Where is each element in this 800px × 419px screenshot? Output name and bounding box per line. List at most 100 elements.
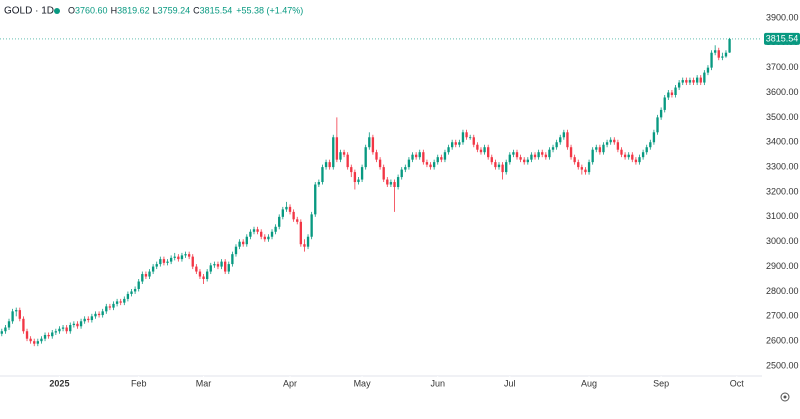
candle-body xyxy=(472,137,475,145)
candle-body xyxy=(33,341,36,344)
candle-body xyxy=(133,288,137,292)
candle-body xyxy=(249,231,252,237)
legend-c-label: C xyxy=(193,5,200,15)
candle-body xyxy=(616,142,620,150)
candle-body xyxy=(299,221,303,245)
candle-body xyxy=(281,209,284,217)
candle-body xyxy=(105,306,108,312)
candle-body xyxy=(303,244,306,247)
y-tick-label: 3500.00 xyxy=(766,112,799,122)
y-tick-label: 3300.00 xyxy=(766,161,799,171)
y-tick-label: 2500.00 xyxy=(766,360,799,370)
candle-body xyxy=(375,152,378,160)
candle-body xyxy=(324,162,328,168)
candle-body xyxy=(523,159,526,163)
candle-body xyxy=(566,132,569,148)
candle-body xyxy=(465,132,468,138)
candle-body xyxy=(613,139,616,143)
candle-body xyxy=(321,167,324,183)
candle-body xyxy=(450,142,454,148)
candle-body xyxy=(357,179,360,183)
x-tick-label: 2025 xyxy=(49,378,69,388)
candle-body xyxy=(79,321,83,327)
candle-body xyxy=(112,303,115,308)
candle-body xyxy=(238,241,241,247)
candle-body xyxy=(25,331,29,339)
candle-body xyxy=(378,159,382,168)
candle-body xyxy=(411,154,414,160)
ohlc-legend: O 3760.60 H 3819.62 L 3759.24 C 3815.54 +55.38 (… xyxy=(68,5,303,15)
y-tick-label: 3000.00 xyxy=(766,236,799,246)
candle-body xyxy=(382,167,385,180)
candle-body xyxy=(386,179,389,185)
candle-body xyxy=(51,332,54,337)
candle-body xyxy=(706,67,710,73)
candle-body xyxy=(396,177,400,188)
settings-icon[interactable] xyxy=(780,392,790,402)
candle-body xyxy=(652,132,656,143)
candle-body xyxy=(494,162,497,168)
legend-change: +55.38 (+1.47%) xyxy=(236,5,303,15)
candle-body xyxy=(184,254,187,256)
candle-body xyxy=(674,87,677,95)
candle-body xyxy=(656,117,659,133)
candle-body xyxy=(551,147,555,150)
x-tick-label: May xyxy=(354,378,372,388)
candle-body xyxy=(663,97,666,110)
candle-body xyxy=(724,52,728,57)
y-tick-label: 2900.00 xyxy=(766,261,799,271)
candle-body xyxy=(461,132,465,143)
candle-body xyxy=(72,323,76,326)
candle-body xyxy=(148,271,151,277)
x-tick-label: Mar xyxy=(196,378,212,388)
candle-body xyxy=(717,50,720,58)
candle-body xyxy=(400,169,403,178)
legend-h-label: H xyxy=(111,5,118,15)
candle-body xyxy=(61,327,65,329)
candle-body xyxy=(501,164,504,173)
candle-body xyxy=(519,157,522,160)
candle-body xyxy=(695,77,699,83)
candle-body xyxy=(187,254,191,257)
y-tick-label: 3600.00 xyxy=(766,87,799,97)
candle-body xyxy=(454,142,457,145)
candle-body xyxy=(166,261,169,263)
candle-body xyxy=(213,264,216,266)
candle-body xyxy=(620,149,623,155)
candle-body xyxy=(22,318,25,332)
candle-body xyxy=(137,281,140,289)
candle-body xyxy=(202,276,205,280)
market-status xyxy=(54,8,60,14)
y-tick-label: 2700.00 xyxy=(766,311,799,321)
candle-body xyxy=(541,152,544,155)
candle-body xyxy=(205,271,209,280)
candle-body xyxy=(602,144,605,153)
candle-body xyxy=(328,162,331,168)
candle-body xyxy=(0,331,3,334)
y-tick-label: 3100.00 xyxy=(766,211,799,221)
candle-body xyxy=(227,264,230,272)
candle-body xyxy=(101,311,104,316)
candle-body xyxy=(573,157,576,163)
candle-body xyxy=(688,80,692,83)
candle-body xyxy=(263,236,266,240)
symbol[interactable]: GOLD · 1D xyxy=(4,6,54,17)
candle-body xyxy=(335,137,339,160)
candle-body xyxy=(645,147,648,153)
candle-body xyxy=(285,206,288,210)
candle-body xyxy=(126,293,130,299)
y-tick-label: 3400.00 xyxy=(766,137,799,147)
settings-dot xyxy=(783,395,787,399)
candle-body xyxy=(526,159,529,163)
candle-body xyxy=(407,159,411,168)
candle-body xyxy=(587,162,591,173)
candle-body xyxy=(155,264,158,267)
candle-body xyxy=(36,341,40,344)
candle-body xyxy=(393,182,396,188)
candle-body xyxy=(231,254,234,265)
candle-body xyxy=(115,301,119,304)
candle-body xyxy=(429,164,432,168)
y-tick-label: 3200.00 xyxy=(766,186,799,196)
candle-body xyxy=(40,338,43,342)
